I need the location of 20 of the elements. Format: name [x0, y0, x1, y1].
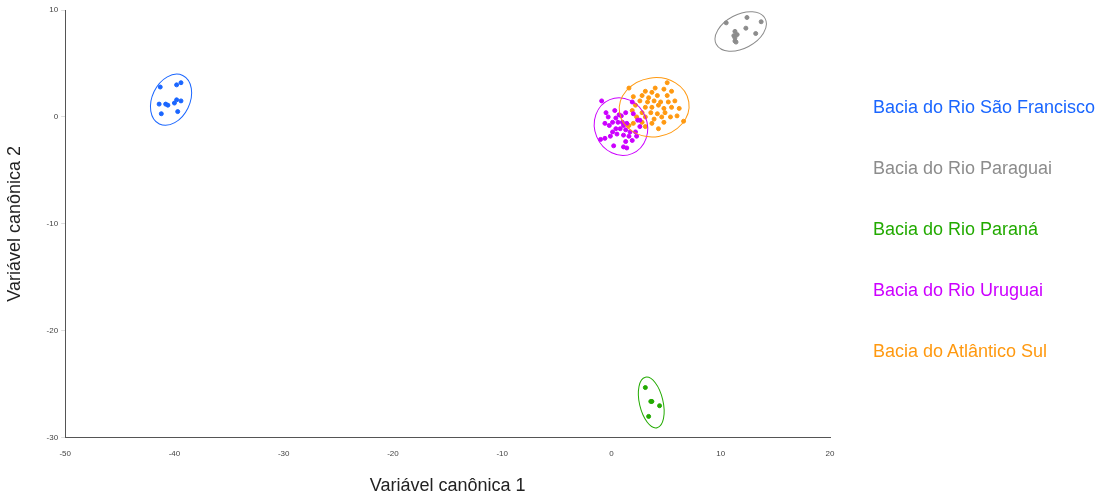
text: Bacia do Rio Paraguai	[873, 157, 1054, 180]
x-tick-label: -40	[168, 448, 181, 458]
y-tick-label: 10	[49, 5, 59, 15]
text: Bacia do Rio Uruguai	[873, 279, 1045, 302]
x-tick-label: -50	[59, 448, 72, 458]
x-tick-label: -20	[387, 448, 400, 458]
y-tick-label: 0	[53, 112, 59, 122]
y-axis-title: Variável canônica 2	[3, 146, 24, 302]
x-tick-label: 20	[825, 448, 835, 458]
x-tick-label: -30	[277, 448, 291, 458]
y-tick-label: -10	[46, 219, 59, 229]
text: Bacia do Rio Paraná	[873, 218, 1040, 241]
x-tick-label: 10	[716, 448, 726, 458]
x-tick-label: -10	[496, 448, 509, 458]
text: Bacia do Rio São Francisco	[873, 96, 1096, 119]
x-axis-title: Variável canônica 1	[369, 475, 526, 496]
text: Bacia do Atlântico Sul	[873, 340, 1049, 363]
y-tick-label: -30	[46, 433, 59, 442]
y-tick-label: -20	[46, 326, 59, 336]
x-tick-label: 0	[609, 448, 615, 458]
